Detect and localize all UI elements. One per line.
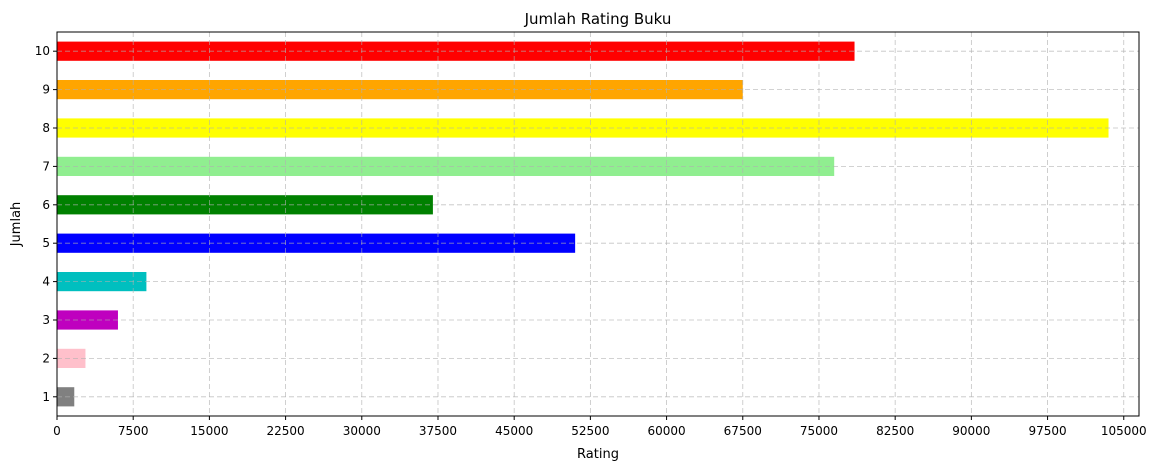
y-tick-label: 6 bbox=[42, 198, 50, 212]
x-tick-label: 82500 bbox=[876, 424, 914, 438]
x-tick-label: 22500 bbox=[266, 424, 304, 438]
x-tick-label: 97500 bbox=[1028, 424, 1066, 438]
bar-3 bbox=[57, 310, 118, 330]
y-tick-label: 1 bbox=[42, 390, 50, 404]
y-tick-label: 9 bbox=[42, 83, 50, 97]
x-tick-label: 45000 bbox=[495, 424, 533, 438]
chart-title: Jumlah Rating Buku bbox=[524, 10, 672, 28]
y-tick-label: 10 bbox=[35, 44, 50, 58]
grid-lines bbox=[56, 32, 1139, 416]
plot-frame bbox=[56, 31, 1140, 417]
y-tick-label: 5 bbox=[42, 236, 50, 250]
x-tick-label: 60000 bbox=[647, 424, 685, 438]
x-tick-label: 7500 bbox=[118, 424, 149, 438]
bar-9 bbox=[57, 80, 743, 100]
y-tick-label: 4 bbox=[42, 275, 50, 289]
y-axis-label: Jumlah bbox=[9, 202, 24, 248]
x-tick-label: 0 bbox=[53, 424, 61, 438]
x-tick-label: 67500 bbox=[724, 424, 762, 438]
x-tick-label: 15000 bbox=[190, 424, 228, 438]
bar-2 bbox=[57, 348, 86, 368]
y-tick-label: 8 bbox=[42, 121, 50, 135]
x-tick-label: 30000 bbox=[343, 424, 381, 438]
x-axis-label: Rating bbox=[577, 447, 619, 462]
y-tick-label: 2 bbox=[42, 351, 50, 365]
y-tick-label: 3 bbox=[42, 313, 50, 327]
x-tick-label: 37500 bbox=[419, 424, 457, 438]
x-tick-label: 105000 bbox=[1101, 424, 1147, 438]
x-tick-label: 52500 bbox=[571, 424, 609, 438]
bars bbox=[57, 41, 1109, 407]
x-tick-label: 90000 bbox=[952, 424, 990, 438]
x-tick-label: 75000 bbox=[800, 424, 838, 438]
bar-10 bbox=[57, 41, 855, 61]
bar-8 bbox=[57, 118, 1109, 138]
y-tick-label: 7 bbox=[42, 159, 50, 173]
ticks: 0 7500 15000 22500 30000 37500 45000 52500 60000… bbox=[35, 44, 1147, 438]
